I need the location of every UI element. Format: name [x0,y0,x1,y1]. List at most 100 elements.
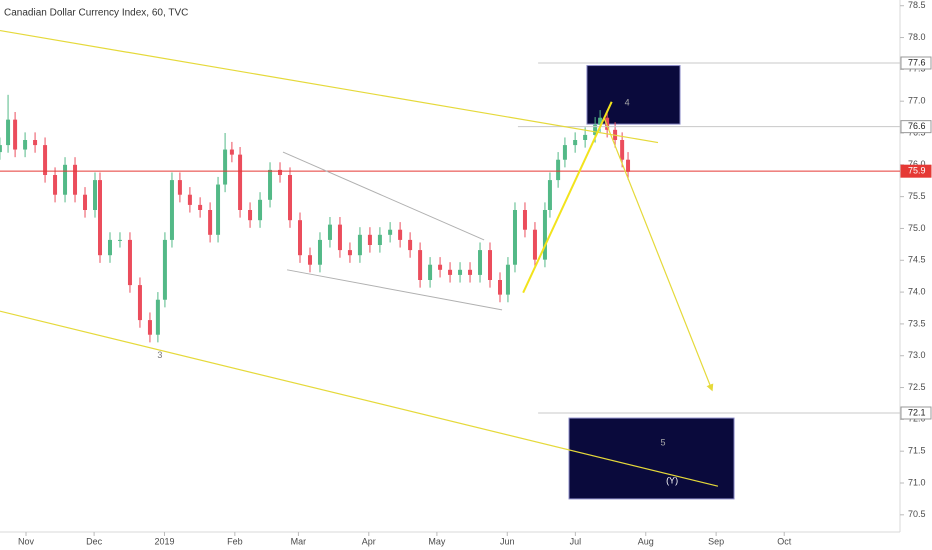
candle-body [117,239,122,241]
candle-body [6,119,11,146]
x-tick-label: May [428,536,446,546]
candle-body [229,149,234,155]
candle-body [93,180,98,210]
candle-body [278,169,283,175]
x-tick-label: Dec [86,536,103,546]
candle-body [223,149,228,185]
candle-body [367,234,372,245]
price-label-box [900,164,932,178]
y-tick-label: 74.5 [908,255,926,265]
candle-body [532,229,537,260]
price-label: 76.6 [908,121,926,131]
candle-body [438,264,443,270]
candle-body [522,210,527,230]
y-tick-label: 73.0 [908,350,926,360]
candle-body [598,117,603,125]
candle-body [377,234,382,245]
candle-body [137,285,142,321]
candle-body [127,239,132,286]
wave-label: (Y) [666,475,678,485]
zone-box [568,417,735,500]
candle-body [238,154,243,210]
candle-body [605,117,610,130]
candle-body [155,299,160,335]
price-label: 77.6 [908,57,926,67]
candle-body [337,224,342,251]
wave-label: 3 [157,350,162,360]
x-tick-label: Aug [638,536,654,546]
y-tick-label: 71.5 [908,446,926,456]
candle-body [73,164,78,195]
candle-body [177,180,182,195]
candle-body [347,250,352,256]
trend-line [603,117,714,392]
candle-body [542,210,547,260]
y-tick-label: 70.5 [908,509,926,519]
candle-body [23,140,28,150]
candle-body [187,194,192,205]
price-label: 75.9 [908,166,926,176]
candle-body [33,140,38,146]
x-tick-label: Sep [708,536,724,546]
price-label-box [900,406,932,420]
candle-body [488,250,493,280]
candle-body [198,204,203,210]
candle-body [448,269,453,275]
candle-body [208,210,213,235]
candle-body [327,224,332,240]
y-tick-label: 74.0 [908,286,926,296]
x-tick-label: Apr [362,536,376,546]
x-tick-label: 2019 [154,536,174,546]
candle-body [147,320,152,335]
x-tick-label: Nov [18,536,35,546]
candle-body [248,210,253,221]
candle-body [0,145,2,153]
y-tick-label: 78.0 [908,32,926,42]
trend-line [282,151,485,241]
candle-body [298,220,302,256]
y-tick-label: 75.5 [908,191,926,201]
candle-body [547,180,552,210]
y-tick-label: 78.5 [908,0,926,10]
candle-body [418,250,423,280]
x-tick-label: Jul [570,536,582,546]
zone-box [586,65,681,125]
trend-line [0,310,719,487]
candle-body [107,239,112,256]
price-label-box [900,120,932,134]
candle-body [398,229,403,240]
candle-body [556,159,561,181]
candle-body [408,239,413,251]
candle-body [43,145,48,175]
candle-body [169,180,174,240]
candle-body [498,280,502,295]
candle-body [288,175,293,221]
candle-body [512,210,517,265]
candle-body [216,184,221,235]
candle-body [428,264,433,280]
trend-line [522,101,613,294]
candle-body [98,180,102,256]
x-tick-label: Feb [227,536,243,546]
candle-body [83,194,88,210]
candle-body [53,175,58,195]
candle-body [583,134,588,140]
y-tick-label: 76.0 [908,159,926,169]
price-label: 72.1 [908,407,926,417]
y-tick-label: 72.5 [908,382,926,392]
candle-body [357,234,362,256]
y-tick-label: 71.0 [908,477,926,487]
candle-body [13,119,18,150]
candle-body [307,255,312,265]
wave-label: 5 [660,437,665,447]
candle-body [505,264,510,295]
candle-body [593,124,598,135]
candle-body [162,239,167,300]
x-tick-label: Mar [291,536,307,546]
x-tick-label: Jun [500,536,515,546]
trend-line [0,29,659,144]
wave-label: 4 [625,97,630,107]
